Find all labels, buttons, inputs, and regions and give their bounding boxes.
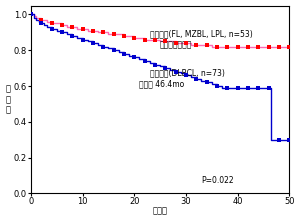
Text: 低悪性度(FL, MZBL, LPL, n=53): 低悪性度(FL, MZBL, LPL, n=53) <box>150 30 253 39</box>
X-axis label: （月）: （月） <box>153 206 168 215</box>
Text: 高悪性度(DLBCL, n=73): 高悪性度(DLBCL, n=73) <box>150 68 225 77</box>
Text: P=0.022: P=0.022 <box>201 175 234 185</box>
Y-axis label: 生
存
率: 生 存 率 <box>6 84 10 114</box>
Text: 中央値 46.4mo: 中央値 46.4mo <box>140 79 185 88</box>
Text: 中央値到達せず: 中央値到達せず <box>160 41 193 50</box>
